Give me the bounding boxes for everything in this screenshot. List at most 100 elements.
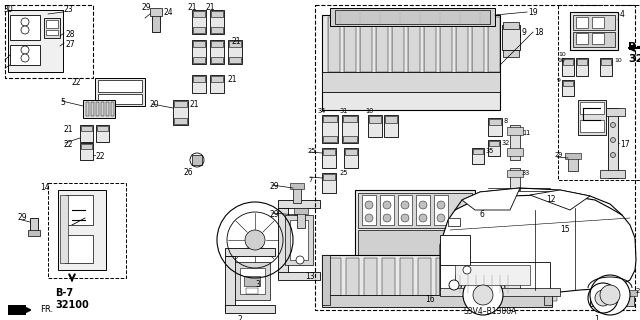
Bar [562, 58, 574, 76]
Bar [28, 230, 40, 236]
Bar [440, 235, 470, 265]
Bar [193, 57, 205, 63]
Bar [563, 59, 573, 65]
Bar [580, 120, 604, 132]
Bar [30, 218, 38, 232]
Bar [192, 155, 202, 165]
Bar [502, 25, 520, 50]
Bar [507, 127, 523, 135]
Bar [600, 108, 625, 116]
Polygon shape [530, 190, 590, 210]
Bar [244, 276, 260, 286]
Bar [278, 208, 288, 278]
Bar [507, 148, 523, 156]
Bar [44, 18, 60, 38]
Circle shape [245, 230, 265, 250]
Text: 32: 32 [502, 140, 510, 146]
Bar [355, 190, 475, 270]
Bar [623, 290, 637, 296]
Text: 21: 21 [190, 100, 200, 109]
Bar [592, 33, 604, 44]
Bar [580, 102, 604, 114]
Text: 28: 28 [66, 30, 76, 39]
Text: 25: 25 [308, 148, 317, 154]
Text: 17: 17 [620, 140, 630, 149]
Text: 21: 21 [232, 37, 241, 46]
Circle shape [401, 214, 409, 222]
Text: 19: 19 [528, 8, 538, 17]
Bar [455, 275, 520, 293]
Circle shape [383, 201, 391, 209]
Bar [210, 75, 224, 93]
Bar [83, 100, 115, 118]
Bar [440, 262, 550, 290]
Bar [576, 33, 588, 44]
Bar [416, 195, 430, 225]
Bar [358, 230, 472, 268]
Circle shape [296, 256, 304, 264]
Bar [10, 15, 40, 40]
Bar [601, 59, 611, 65]
Bar [540, 216, 556, 222]
Bar [290, 220, 308, 260]
Text: 11: 11 [522, 130, 531, 136]
Bar [358, 193, 472, 228]
Bar [235, 262, 270, 300]
Text: 34: 34 [318, 108, 326, 114]
Bar [360, 17, 372, 72]
Bar [592, 17, 604, 28]
Bar [193, 11, 205, 17]
Bar [343, 116, 357, 122]
Bar [400, 258, 413, 301]
Text: 16: 16 [425, 295, 435, 304]
Bar [440, 17, 452, 72]
Bar [510, 168, 520, 190]
Circle shape [21, 54, 29, 62]
Bar [225, 248, 275, 256]
Bar [174, 101, 187, 107]
Text: 30: 30 [3, 5, 13, 14]
Bar [173, 100, 188, 125]
Text: 21: 21 [228, 75, 237, 84]
Bar [229, 41, 241, 47]
Circle shape [437, 201, 445, 209]
Circle shape [419, 214, 427, 222]
Bar [382, 258, 395, 301]
Circle shape [365, 201, 373, 209]
Bar [440, 288, 560, 296]
Bar [111, 102, 114, 116]
Bar [8, 10, 63, 72]
Bar [322, 173, 336, 193]
Bar [369, 116, 381, 123]
Text: 3: 3 [255, 280, 260, 289]
Bar [576, 17, 588, 28]
Bar [608, 108, 618, 178]
Bar [456, 17, 468, 72]
Text: 26: 26 [636, 288, 640, 294]
Circle shape [21, 18, 29, 26]
Text: 29: 29 [18, 213, 28, 222]
Bar [225, 256, 235, 311]
Circle shape [473, 285, 493, 305]
Bar [562, 80, 574, 96]
Circle shape [600, 285, 620, 305]
Text: 20: 20 [150, 100, 159, 109]
Text: 10: 10 [557, 58, 564, 63]
Bar [544, 258, 557, 301]
Text: 26: 26 [183, 168, 193, 177]
Bar [80, 143, 93, 160]
Bar [346, 258, 359, 301]
Bar [345, 149, 357, 155]
Bar [193, 76, 205, 82]
Bar [503, 22, 519, 29]
Text: 10: 10 [558, 52, 566, 57]
Bar [193, 27, 205, 33]
Bar [278, 200, 320, 208]
Bar [577, 59, 587, 65]
Bar [507, 170, 523, 177]
Bar [323, 149, 335, 155]
Bar [376, 17, 388, 72]
Bar [81, 144, 92, 149]
Text: 1: 1 [595, 315, 600, 320]
Bar [80, 125, 93, 142]
